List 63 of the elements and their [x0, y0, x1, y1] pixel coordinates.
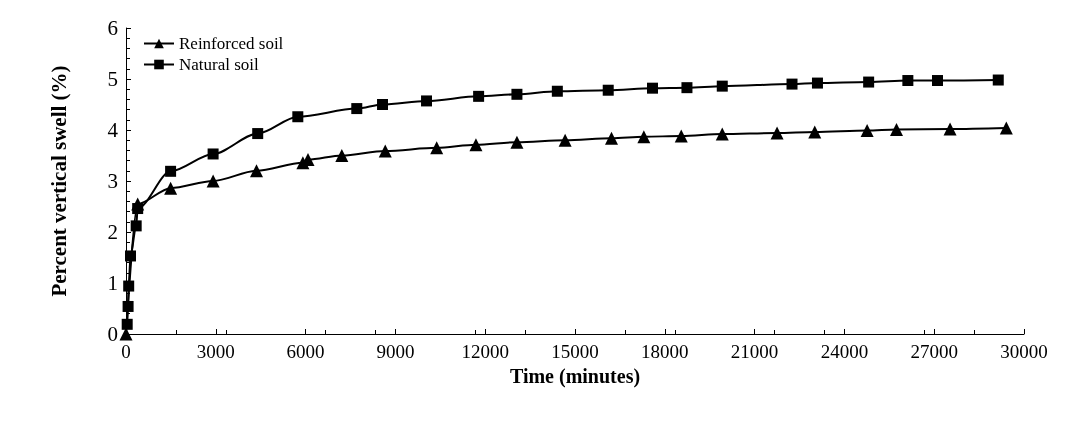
- y-tick-label: 2: [107, 220, 118, 244]
- y-tick-label: 3: [107, 169, 118, 193]
- y-tick-label: 6: [107, 16, 118, 40]
- point: [377, 99, 389, 110]
- y-tick-label: 1: [107, 271, 118, 295]
- point: [131, 197, 145, 211]
- point: [863, 76, 875, 88]
- point: [808, 125, 822, 139]
- point: [811, 77, 823, 89]
- point: [715, 127, 729, 141]
- point: [551, 85, 563, 97]
- legend-label: Natural soil: [179, 55, 260, 74]
- y-tick-label: 0: [107, 322, 118, 346]
- point: [430, 141, 444, 155]
- point: [647, 82, 659, 94]
- point: [292, 111, 304, 123]
- point: [207, 148, 219, 160]
- y-tick-label: 5: [107, 67, 118, 91]
- point: [889, 122, 903, 136]
- point: [860, 124, 874, 138]
- y-tick-label: 4: [107, 118, 119, 142]
- point: [378, 144, 392, 158]
- legend-label: Reinforced soil: [179, 34, 284, 53]
- point: [786, 78, 798, 90]
- point: [637, 130, 651, 144]
- x-tick-label: 6000: [286, 341, 325, 362]
- point: [511, 88, 523, 100]
- x-tick-label: 15000: [551, 341, 599, 362]
- point: [510, 135, 524, 149]
- point: [250, 164, 264, 178]
- point: [165, 165, 177, 177]
- point: [902, 75, 914, 87]
- x-tick-label: 30000: [1000, 341, 1048, 362]
- point: [351, 103, 363, 115]
- point: [605, 131, 619, 145]
- x-tick-label: 21000: [730, 341, 779, 362]
- point: [931, 75, 943, 87]
- x-axis-title: Time (minutes): [509, 365, 641, 388]
- point: [770, 126, 784, 140]
- point: [335, 149, 349, 162]
- point: [992, 74, 1004, 86]
- point: [558, 133, 572, 147]
- x-tick-label: 27000: [910, 341, 958, 362]
- point: [252, 128, 264, 140]
- point: [119, 327, 133, 341]
- x-tick-label: 18000: [641, 341, 689, 362]
- point: [421, 95, 433, 107]
- x-tick-label: 9000: [376, 341, 415, 362]
- point: [943, 122, 957, 136]
- y-axis-title: Percent vertical swell (%): [47, 65, 71, 297]
- point: [681, 82, 693, 94]
- point: [602, 84, 614, 96]
- x-tick-label: 12000: [461, 341, 509, 362]
- x-tick-label: 3000: [196, 341, 235, 362]
- x-tick-label: 24000: [820, 341, 869, 362]
- point: [206, 174, 220, 188]
- x-tick-label: 0: [121, 341, 131, 362]
- point: [716, 80, 728, 92]
- point: [473, 90, 485, 102]
- point: [999, 121, 1013, 135]
- point: [469, 138, 483, 152]
- point: [674, 129, 688, 143]
- point: [164, 181, 178, 195]
